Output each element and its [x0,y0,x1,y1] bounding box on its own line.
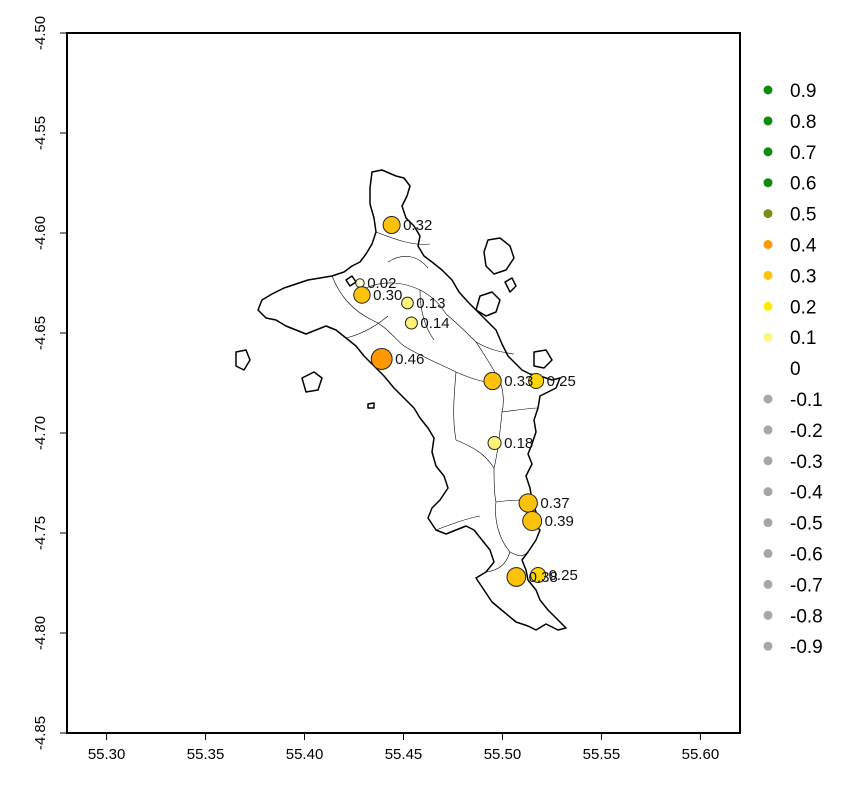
legend-label: 0.8 [790,112,816,133]
data-point-label: 0.30 [373,287,402,304]
y-tick-label: -4.65 [32,316,49,350]
legend-swatch [763,147,773,157]
data-point-label: 0.39 [545,513,574,530]
legend-label: 0.9 [790,81,816,102]
mahe-island-outline [257,169,567,631]
x-tick-label: 55.35 [187,746,225,763]
x-tick-label: 55.40 [286,746,324,763]
data-point-label: 0.02 [367,275,396,292]
legend-swatch [763,549,773,558]
data-point-label: 0.25 [547,373,576,390]
x-tick-label: 55.60 [682,746,720,763]
legend-swatch [763,209,773,219]
legend-swatch [763,518,773,528]
legend-label: 0.5 [790,205,816,226]
legend-label: 0.2 [790,297,816,318]
legend-swatch [763,610,773,620]
y-tick-label: -4.85 [32,716,49,750]
data-point [353,286,371,304]
legend-label: 0.7 [790,143,816,164]
legend-swatch [763,579,773,589]
legend-swatch [763,301,773,311]
data-point [355,278,365,288]
legend-swatch [763,425,773,435]
legend-label: 0.4 [790,236,817,257]
islet-north-east [483,237,515,275]
legend-swatch [763,240,773,249]
islet-east-small [504,277,517,293]
legend-label: 0 [790,359,801,380]
legend-label: 0.6 [790,174,816,195]
legend: 0.9 0.8 0.7 0.6 0.5 0.4 0.3 0.2 0.1 0 -0.1 -0.2 -0.3… [763,81,823,658]
data-point-label: 0.33 [504,373,533,390]
island-outlines [235,169,567,631]
legend-swatch [763,116,773,126]
y-tick-label: -4.60 [32,216,49,250]
legend-swatch [763,641,773,651]
data-point-label: 0.37 [540,495,569,512]
islet-south-west [301,371,323,393]
data-point [518,493,538,513]
data-point [530,567,547,583]
district-boundaries [331,231,539,573]
legend-label: -0.8 [790,606,823,627]
data-labels: 0.32 0.020.30 0.13 0.14 0.46 0.33 0.25 0.18 0.37… [367,217,578,586]
legend-swatch [763,85,773,95]
islet-tiny [367,402,375,409]
legend-label: 0.3 [790,266,816,287]
x-tick-label: 55.30 [88,746,126,763]
y-tick-label: -4.75 [32,516,49,550]
legend-swatch [763,178,773,188]
legend-swatch [763,332,773,342]
data-point-label: 0.38 [529,569,558,586]
islet-east [475,291,501,317]
y-axis: -4.50 -4.55 -4.60 -4.65 -4.70 -4.75 -4.80 -4.85 [32,16,67,750]
y-tick-label: -4.80 [32,616,49,650]
data-point-label: 0.14 [420,315,449,332]
y-tick-label: -4.50 [32,16,49,50]
legend-swatch [763,270,773,280]
data-points [353,216,547,587]
islet-south-east [533,349,553,369]
data-point-label: 0.13 [416,295,445,312]
legend-swatch [763,394,773,404]
legend-swatch [763,487,773,497]
y-tick-label: -4.55 [32,116,49,150]
data-point-label: 0.32 [403,217,432,234]
legend-label: -0.7 [790,575,823,596]
x-tick-label: 55.55 [583,746,621,763]
x-tick-label: 55.50 [484,746,522,763]
legend-label: -0.6 [790,545,823,566]
x-tick-label: 55.45 [385,746,423,763]
data-point [506,567,527,587]
data-point [522,511,543,531]
legend-label: -0.2 [790,421,823,442]
legend-label: -0.5 [790,514,823,535]
legend-label: 0.1 [790,328,816,349]
data-point [487,435,502,451]
legend-swatch [763,456,773,466]
data-point [401,296,414,310]
data-point [528,373,545,389]
legend-label: -0.4 [790,483,823,504]
data-point-label: 0.46 [395,351,424,368]
data-point [404,316,418,330]
x-axis: 55.30 55.35 55.40 55.45 55.50 55.55 55.60 [88,733,719,763]
y-tick-label: -4.70 [32,416,49,450]
legend-label: -0.9 [790,637,823,658]
data-point [483,371,502,391]
islet-west [235,349,251,371]
data-point [382,216,401,234]
data-point-label: 0.25 [549,567,578,584]
legend-label: -0.3 [790,452,823,473]
data-point [370,348,393,370]
data-point-label: 0.18 [504,435,533,452]
legend-label: -0.1 [790,390,823,411]
